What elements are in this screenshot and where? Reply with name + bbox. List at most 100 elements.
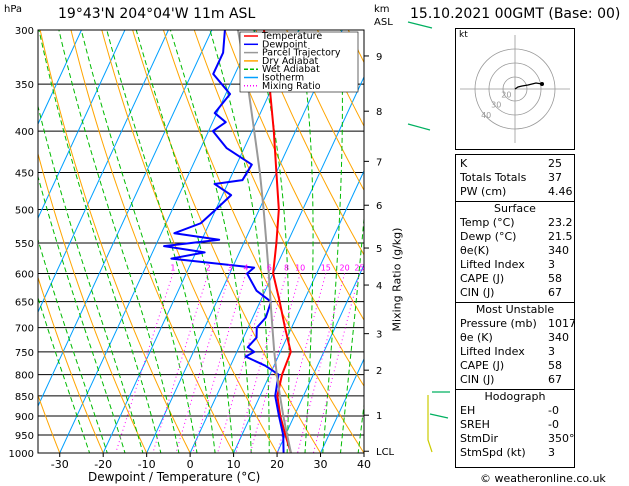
- km-tick-label: 7: [376, 157, 382, 168]
- isotherm: [38, 30, 169, 314]
- index-value: 3: [548, 446, 555, 459]
- hodograph-ring-label: 40: [481, 111, 491, 120]
- x-tick-label: -10: [138, 458, 156, 471]
- index-value: 23.2: [548, 216, 573, 229]
- km-tick-label: 9: [376, 52, 382, 63]
- dewpoint-line: [163, 30, 285, 453]
- parcel-trajectory-line: [236, 30, 292, 453]
- isotherm: [38, 30, 126, 220]
- legend-label: Mixing Ratio: [262, 81, 321, 92]
- location-title: 19°43'N 204°04'W 11m ASL: [58, 6, 256, 22]
- index-value: 350°: [548, 432, 575, 445]
- dry-adiabat: [286, 30, 364, 192]
- wet-adiabat: [339, 213, 364, 453]
- index-row: CIN (J) 67: [456, 373, 574, 387]
- mixing-ratio-line-15: [277, 273, 327, 453]
- isotherm: [189, 75, 364, 453]
- isotherm: [320, 357, 364, 453]
- indices-panel: K 25 Totals Totals 37 PW (cm) 4.46 Surface Temp…: [455, 154, 576, 468]
- index-value: 58: [548, 359, 562, 372]
- plot-frame: [37, 29, 365, 454]
- index-name: StmDir: [460, 432, 499, 445]
- mixing-ratio-line-20: [297, 273, 346, 453]
- index-name: PW (cm): [460, 185, 507, 198]
- wet-adiabat: [58, 30, 180, 453]
- legend-label: Wet Adiabat: [262, 64, 320, 75]
- mixing-ratio-line-2: [152, 273, 209, 453]
- dry-adiabat: [38, 393, 61, 453]
- legend-label: Temperature: [261, 31, 322, 42]
- pressure-tick-label: 650: [15, 298, 34, 309]
- wet-adiabat: [106, 30, 216, 453]
- dry-adiabat: [70, 30, 235, 453]
- mixing-ratio-label: 4: [243, 264, 248, 273]
- wet-adiabat: [38, 237, 108, 453]
- index-name: CIN (J): [460, 286, 495, 299]
- copyright: © weatheronline.co.uk: [480, 472, 606, 485]
- hodograph-ring-label: 20: [501, 91, 511, 100]
- mixing-ratio-axis-label: Mixing Ratio (g/kg): [390, 227, 404, 332]
- dry-adiabat: [38, 151, 148, 453]
- pressure-tick-label: 900: [15, 412, 34, 423]
- index-value: 37: [548, 171, 562, 184]
- legend-label: Dry Adiabat: [262, 56, 319, 67]
- pressure-tick-label: 600: [15, 270, 34, 281]
- index-name: θe (K): [460, 331, 493, 344]
- wet-adiabat: [38, 174, 126, 453]
- km-tick-label: 8: [376, 107, 382, 118]
- x-tick-label: -20: [94, 458, 112, 471]
- km-tick-label: 5: [376, 244, 382, 255]
- index-value: 1017: [548, 317, 576, 330]
- dry-adiabat: [193, 30, 364, 388]
- mixing-ratio-label: 20: [340, 264, 350, 273]
- isotherm: [276, 263, 364, 453]
- index-value: 67: [548, 373, 562, 386]
- index-value: 3: [548, 345, 555, 358]
- pressure-tick-label: 850: [15, 392, 34, 403]
- mixing-ratio-label: 25: [354, 264, 364, 273]
- mixing-ratio-line-10: [249, 273, 301, 453]
- dry-adiabat: [132, 30, 322, 453]
- index-row: CAPE (J) 58: [456, 272, 574, 286]
- mixing-ratio-line-3: [175, 273, 231, 453]
- wind-barb: [407, 123, 431, 131]
- legend-label: Parcel Trajectory: [262, 48, 341, 59]
- index-name: Pressure (mb): [460, 317, 537, 330]
- dry-adiabat: [38, 275, 104, 453]
- hodograph-ring-label: 30: [491, 101, 501, 110]
- wet-adiabat: [38, 296, 91, 453]
- legend-label: Isotherm: [262, 73, 304, 84]
- temperature-line: [263, 30, 292, 453]
- wet-adiabat: [38, 30, 162, 453]
- wind-profile: [427, 395, 433, 453]
- wet-adiabat: [209, 30, 270, 453]
- isotherm: [146, 30, 343, 453]
- index-row: Pressure (mb) 1017: [456, 317, 576, 331]
- x-tick-label: 20: [270, 458, 284, 471]
- dry-adiabat: [162, 30, 364, 453]
- index-value: -0: [548, 404, 559, 417]
- index-name: StmSpd (kt): [460, 446, 526, 459]
- km-tick-label: 6: [376, 201, 382, 212]
- section-separator: [456, 389, 574, 390]
- dry-adiabat: [224, 30, 364, 321]
- surface-section-title: Surface: [494, 202, 536, 215]
- hodograph-section-title: Hodograph: [484, 390, 546, 403]
- index-row: EH -0: [456, 404, 574, 418]
- index-row: Temp (°C) 23.2: [456, 216, 574, 230]
- index-row: Totals Totals 37: [456, 171, 574, 185]
- x-tick-label: -30: [51, 458, 69, 471]
- pressure-tick-label: 800: [15, 371, 34, 382]
- index-name: Lifted Index: [460, 345, 525, 358]
- mixing-ratio-label: 15: [321, 264, 331, 273]
- x-tick-label: 40: [357, 458, 371, 471]
- index-name: EH: [460, 404, 476, 417]
- index-row: StmSpd (kt) 3: [456, 446, 574, 460]
- wet-adiabat: [169, 30, 252, 453]
- mixing-ratio-line-25: [312, 273, 360, 453]
- hodograph-trace: [514, 82, 543, 90]
- index-name: θe(K): [460, 244, 490, 257]
- index-row: StmDir 350°: [456, 432, 575, 446]
